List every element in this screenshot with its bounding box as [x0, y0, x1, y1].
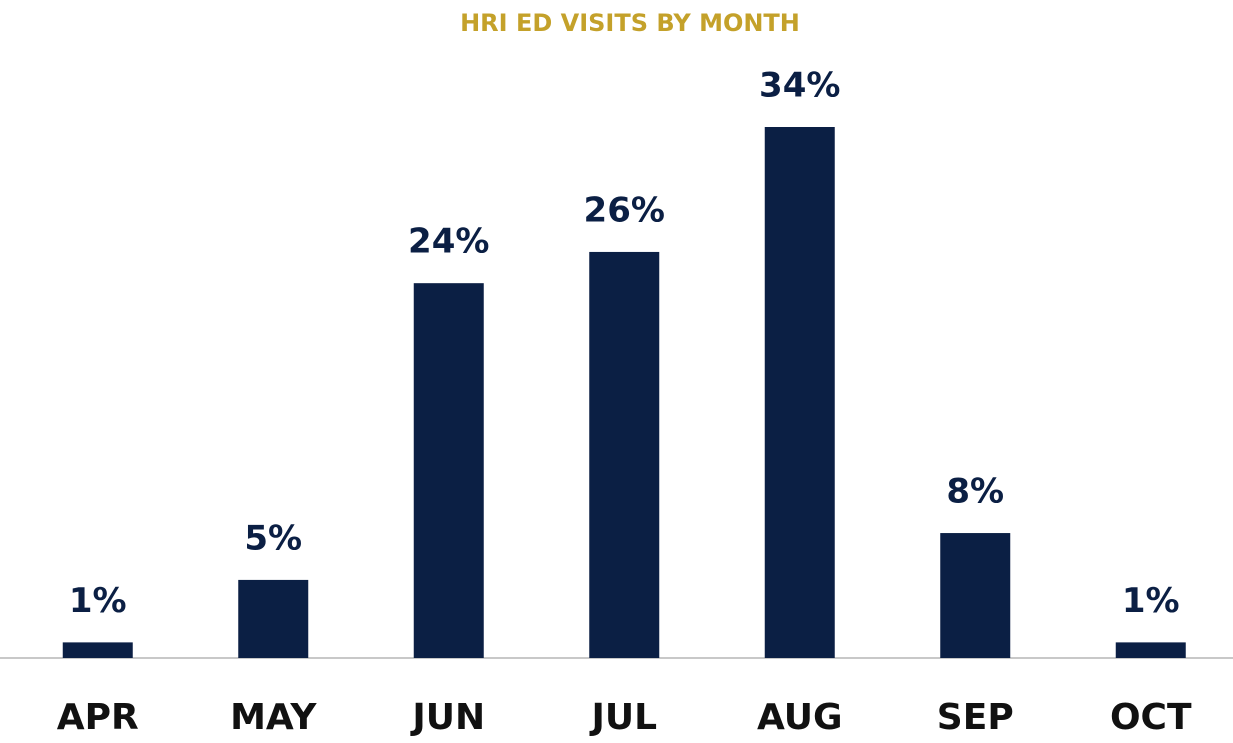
value-label: 1% — [1122, 581, 1180, 621]
value-label: 5% — [244, 518, 302, 558]
value-label: 8% — [946, 472, 1004, 512]
bar — [589, 251, 660, 659]
bar — [764, 127, 835, 658]
value-label: 34% — [759, 66, 840, 106]
x-tick-label: AUG — [757, 697, 843, 738]
x-tick-label: JUL — [588, 697, 657, 738]
value-label: 26% — [584, 190, 665, 230]
bar — [940, 533, 1011, 658]
chart-title: HRI ED VISITS BY MONTH — [460, 9, 800, 37]
value-label: 1% — [69, 581, 127, 621]
x-tick-label: SEP — [937, 697, 1014, 738]
x-tick-label: JUN — [409, 697, 485, 738]
x-tick-label: APR — [57, 697, 139, 738]
bar — [413, 283, 484, 658]
bar — [62, 642, 133, 658]
bar — [1115, 642, 1186, 658]
value-label: 24% — [408, 222, 489, 262]
x-tick-label: OCT — [1110, 697, 1192, 738]
x-tick-label: MAY — [230, 697, 317, 738]
bar — [238, 579, 309, 658]
